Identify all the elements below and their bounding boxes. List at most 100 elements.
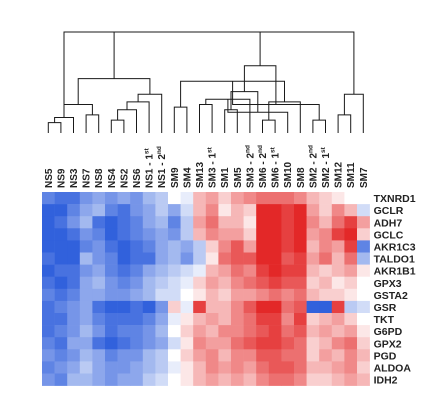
heatmap-cell xyxy=(268,337,282,350)
heatmap-cell xyxy=(243,349,257,362)
heatmap-cell xyxy=(67,276,81,290)
heatmap-cell xyxy=(243,361,257,374)
heatmap-cell xyxy=(155,228,169,241)
row-label: TKT xyxy=(374,314,395,326)
dendrogram-branch xyxy=(54,117,74,133)
heatmap-cell xyxy=(306,288,320,302)
heatmap-cell xyxy=(193,240,207,253)
heatmap-cell xyxy=(344,349,358,362)
heatmap-cell xyxy=(319,361,333,374)
dendrogram-branch xyxy=(224,109,238,133)
heatmap-cell xyxy=(67,313,81,326)
heatmap-cell xyxy=(357,300,370,314)
heatmap-cell xyxy=(331,373,345,386)
dendrogram-branch xyxy=(230,91,259,113)
heatmap-cell xyxy=(117,288,131,302)
dendrogram-branch xyxy=(117,109,137,133)
heatmap-cell xyxy=(231,361,244,374)
heatmap-cell xyxy=(205,325,219,338)
heatmap-cell xyxy=(54,264,68,277)
column-label: NS8 xyxy=(94,168,105,188)
dendrogram-branch xyxy=(312,119,326,133)
heatmap-cell xyxy=(205,228,219,241)
heatmap-cell xyxy=(268,192,282,205)
row-label: G6PD xyxy=(374,326,403,338)
heatmap-cell xyxy=(155,325,169,338)
heatmap-cell xyxy=(319,337,333,350)
heatmap-cell xyxy=(67,252,81,265)
heatmap-cell xyxy=(205,300,219,314)
heatmap-cell xyxy=(331,216,345,229)
heatmap-cell xyxy=(130,252,144,265)
heatmap-cell xyxy=(105,361,118,374)
heatmap-cell xyxy=(344,288,358,302)
heatmap-cell xyxy=(218,192,232,205)
row-label: GPX2 xyxy=(374,338,402,350)
heatmap-cell xyxy=(117,204,131,217)
heatmap-cell xyxy=(205,288,219,302)
heatmap-cell xyxy=(357,288,370,302)
heatmap-cell xyxy=(42,313,55,326)
heatmap-cell xyxy=(281,204,295,217)
heatmap-cell xyxy=(105,337,118,350)
heatmap-cell xyxy=(105,264,118,277)
heatmap-cell xyxy=(306,192,320,205)
heatmap-cell xyxy=(155,313,169,326)
heatmap-cell xyxy=(130,288,144,302)
heatmap-cell xyxy=(105,313,118,326)
heatmap-cell xyxy=(281,313,295,326)
dendrogram-branch xyxy=(268,101,301,133)
heatmap-cell xyxy=(243,288,257,302)
heatmap-cell xyxy=(67,325,81,338)
heatmap-cell xyxy=(268,349,282,362)
heatmap-cell xyxy=(193,373,207,386)
heatmap-cell xyxy=(155,349,169,362)
heatmap-cell xyxy=(54,337,68,350)
heatmap-cell xyxy=(79,361,93,374)
heatmap-cell xyxy=(256,216,270,229)
heatmap-cell xyxy=(168,349,181,362)
heatmap-cell xyxy=(180,300,194,314)
heatmap-cell xyxy=(117,337,131,350)
heatmap-cell xyxy=(357,252,370,265)
heatmap-cell xyxy=(142,240,156,253)
heatmap-cell xyxy=(205,313,219,326)
heatmap-cell xyxy=(92,349,106,362)
heatmap-cell xyxy=(142,300,156,314)
heatmap-cell xyxy=(306,228,320,241)
heatmap-cell xyxy=(105,228,118,241)
heatmap-cell xyxy=(92,240,106,253)
heatmap-cell xyxy=(205,252,219,265)
heatmap-cell xyxy=(319,264,333,277)
heatmap-cell xyxy=(180,252,194,265)
heatmap-cell xyxy=(205,192,219,205)
heatmap-cell xyxy=(79,252,93,265)
heatmap-cell xyxy=(231,228,244,241)
column-label: SM3 - 1st xyxy=(207,146,219,188)
heatmap-cell xyxy=(92,325,106,338)
heatmap-cell xyxy=(54,240,68,253)
heatmap-cell xyxy=(205,276,219,290)
heatmap-cell xyxy=(79,240,93,253)
heatmap-cell xyxy=(294,373,307,386)
heatmap-cell xyxy=(331,252,345,265)
heatmap-cell xyxy=(281,216,295,229)
heatmap-cell xyxy=(243,240,257,253)
heatmap-cell xyxy=(268,204,282,217)
heatmap-cell xyxy=(357,276,370,290)
heatmap-cell xyxy=(294,228,307,241)
heatmap-cell xyxy=(79,337,93,350)
dendrogram-branch xyxy=(343,93,364,133)
column-label: NS1 - 1st xyxy=(144,147,156,188)
heatmap-cell xyxy=(294,264,307,277)
heatmap-cell xyxy=(319,240,333,253)
heatmap-cell xyxy=(256,373,270,386)
heatmap-cell xyxy=(155,264,169,277)
heatmap-cell xyxy=(92,204,106,217)
row-label: AKR1B1 xyxy=(374,266,416,278)
heatmap-cell xyxy=(193,192,207,205)
heatmap-cell xyxy=(42,373,55,386)
heatmap-cell xyxy=(67,264,81,277)
heatmap-cell xyxy=(42,192,55,205)
